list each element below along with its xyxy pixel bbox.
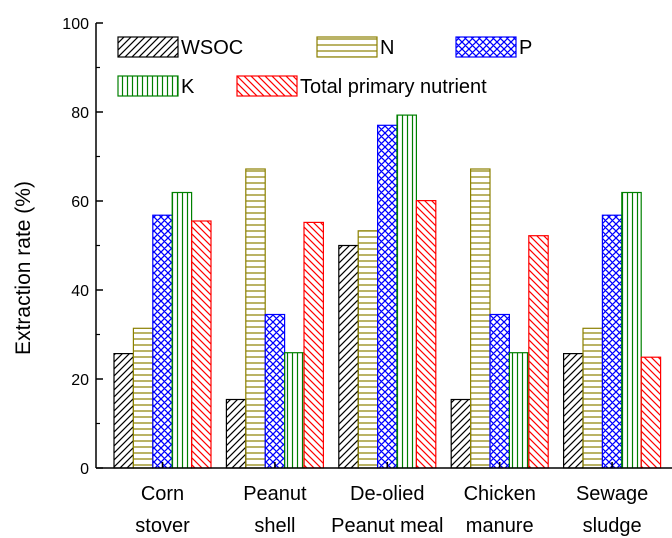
legend-label-p: P: [519, 37, 532, 59]
bar-n-3: [470, 168, 491, 469]
legend-label-n: N: [380, 37, 394, 59]
category-label: Peanut meal: [331, 515, 443, 537]
bar-wsoc-3: [450, 398, 472, 469]
bar-n-2: [357, 230, 379, 469]
bar-wsoc-4: [562, 353, 584, 469]
legend-swatch-total-primary-nutrient: [236, 75, 298, 97]
legend-label-wsoc: WSOC: [181, 37, 243, 59]
legend-swatch-p: [455, 36, 517, 58]
legend-swatch-wsoc: [117, 36, 179, 58]
bar-p-0: [152, 214, 173, 469]
bar-wsoc-0: [113, 353, 134, 469]
category-label: shell: [254, 515, 295, 537]
bar-wsoc-2: [338, 244, 359, 469]
y-tick-label: 40: [71, 283, 89, 300]
bar-n-1: [245, 168, 266, 469]
bar-total-primary-nutrient-1: [303, 221, 324, 469]
bar-wsoc-1: [225, 398, 247, 469]
bar-k-3: [508, 352, 530, 469]
y-tick-label: 20: [71, 372, 89, 389]
bar-total-primary-nutrient-0: [191, 220, 212, 469]
legend-label-k: K: [181, 76, 195, 98]
category-label: stover: [135, 515, 190, 537]
axes-group: 0 20 40 60 80 100 Corn stover Peanut shell De-olie…: [62, 16, 672, 537]
category-label: manure: [466, 515, 534, 537]
category-label: Sewage: [576, 483, 648, 505]
category-label: Chicken: [464, 483, 536, 505]
bar-total-primary-nutrient-4: [640, 356, 662, 469]
bar-n-4: [582, 327, 603, 469]
bar-p-4: [601, 214, 623, 469]
y-tick-label: 100: [62, 16, 89, 33]
bar-n-0: [132, 327, 154, 469]
y-tick-label: 0: [80, 461, 89, 478]
category-label: Peanut: [243, 483, 307, 505]
y-tick-label: 60: [71, 194, 89, 211]
legend-swatch-k: [117, 75, 179, 97]
legend: WSOC N P K Total primary nutrient: [117, 36, 532, 98]
y-tick-label: 80: [71, 105, 89, 122]
bar-p-1: [264, 313, 286, 469]
bar-k-2: [396, 114, 417, 469]
y-axis-title: Extraction rate (%): [12, 181, 35, 355]
category-label: Corn: [141, 483, 184, 505]
bar-total-primary-nutrient-2: [415, 200, 437, 469]
bar-k-0: [171, 191, 193, 469]
category-label: sludge: [583, 515, 642, 537]
legend-label-total-primary-nutrient: Total primary nutrient: [300, 76, 487, 98]
bar-total-primary-nutrient-3: [528, 235, 549, 469]
legend-swatch-n: [316, 36, 378, 58]
bar-p-3: [489, 313, 510, 469]
bar-k-1: [284, 352, 305, 469]
bars-group: [113, 114, 662, 469]
category-label: De-olied: [350, 483, 424, 505]
bar-k-4: [621, 191, 642, 469]
bar-p-2: [377, 124, 398, 469]
